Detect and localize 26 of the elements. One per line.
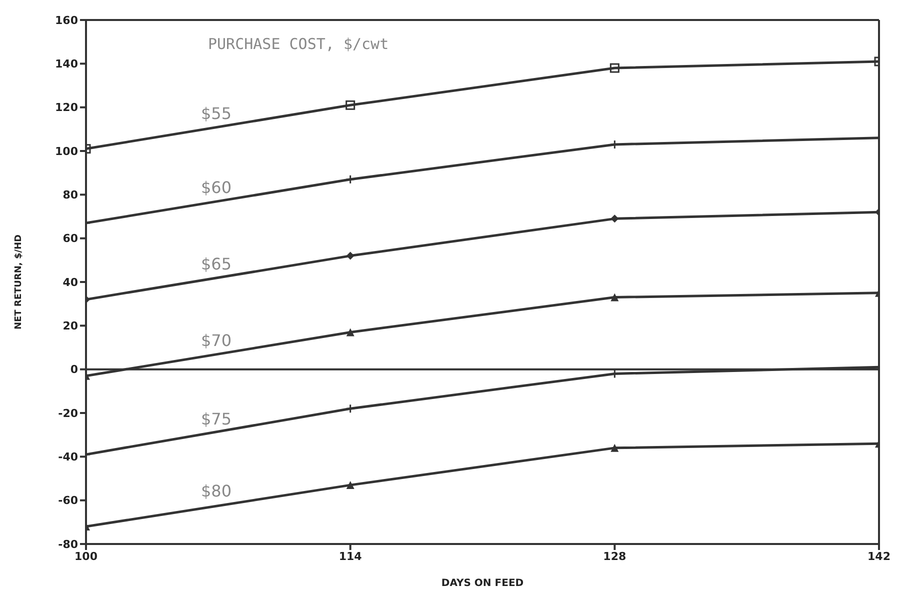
y-tick-label: 0	[70, 363, 78, 376]
y-tick-label: 20	[62, 320, 78, 333]
series-label: $75	[201, 409, 232, 428]
y-tick-label: -80	[58, 538, 78, 551]
y-tick-label: 120	[55, 101, 78, 114]
y-tick-label: -20	[58, 406, 78, 420]
x-tick-label: 128	[603, 550, 626, 563]
y-tick-label: 60	[62, 232, 78, 246]
y-tick-label: 40	[62, 276, 78, 289]
series-label: $80	[201, 482, 232, 501]
legend-title: PURCHASE COST, $/cwt	[208, 35, 389, 53]
x-tick-label: 100	[74, 550, 98, 563]
series-label: $55	[201, 104, 232, 123]
y-tick-label: -60	[58, 494, 78, 508]
series-label: $70	[201, 330, 232, 350]
y-tick-label: 160	[55, 14, 78, 27]
x-tick-label: 142	[868, 550, 890, 563]
y-tick-label: 100	[55, 144, 78, 158]
y-axis-title: NET RETURN, $/HD	[14, 234, 24, 330]
y-tick-label: -40	[58, 450, 78, 464]
y-tick-label: 140	[55, 58, 78, 71]
y-tick-label: 80	[62, 188, 78, 202]
series-label: $60	[201, 178, 232, 198]
x-axis-title: DAYS ON FEED	[441, 578, 524, 589]
x-tick-label: 114	[338, 550, 362, 563]
series-label: $65	[201, 254, 232, 274]
